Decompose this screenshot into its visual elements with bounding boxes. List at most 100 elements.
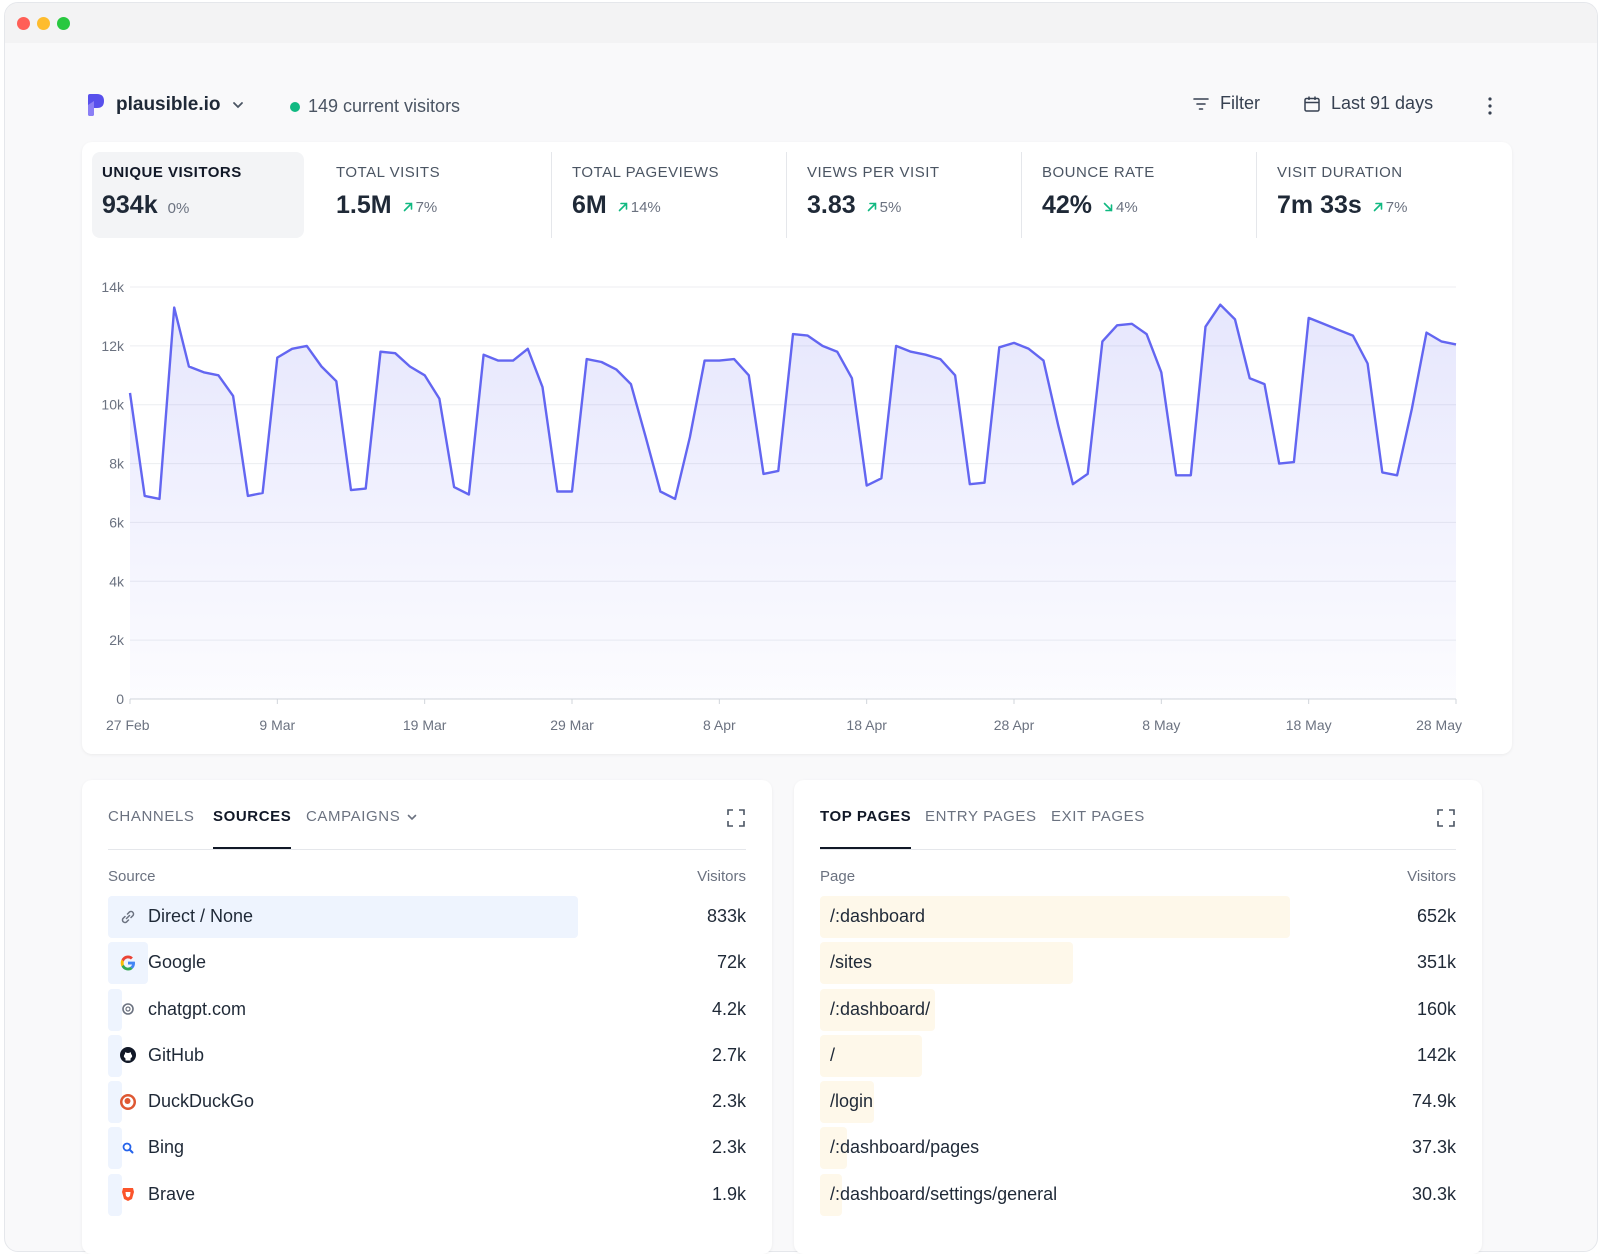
list-item[interactable]: Brave 1.9k [108, 1173, 746, 1216]
y-tick-label: 4k [109, 573, 125, 589]
expand-icon[interactable] [726, 808, 746, 828]
stat-change-value: 0% [167, 200, 190, 217]
x-tick-label: 9 Mar [259, 717, 295, 733]
stat-value: 42% [1042, 191, 1093, 219]
filter-icon [1193, 97, 1209, 110]
stat-total-pageviews[interactable]: TOTAL PAGEVIEWS 6M 14% [551, 152, 786, 238]
minimize-window-button[interactable] [37, 17, 50, 30]
brave-icon [118, 1184, 138, 1204]
list-item[interactable]: /:dashboard/pages 37.3k [820, 1127, 1456, 1170]
stat-row: 6M 14% [572, 191, 776, 220]
x-tick-label: 8 Apr [703, 717, 736, 733]
row-label: Google [118, 952, 206, 973]
chevron-down-icon [232, 102, 243, 109]
stat-label: UNIQUE VISITORS [102, 164, 242, 181]
list-item[interactable]: Direct / None 833k [108, 896, 746, 938]
maximize-window-button[interactable] [57, 17, 70, 30]
filter-label: Filter [1220, 93, 1260, 113]
filter-button[interactable]: Filter [1192, 93, 1260, 114]
stats-row: UNIQUE VISITORS 934k 0% TOTAL VISITS 1.5M 7% T… [92, 152, 1502, 238]
row-label-text: /sites [830, 952, 873, 973]
row-value: 652k [1416, 906, 1456, 926]
row-value: 30.3k [1411, 1183, 1456, 1204]
row-label-text: /:dashboard/settings/general [830, 1183, 1058, 1204]
row-value: 2.3k [711, 1091, 746, 1112]
list-item[interactable]: Google 72k [108, 942, 746, 985]
pages-tabs: TOP PAGES ENTRY PAGES EXIT PAGES [820, 780, 1456, 850]
row-label-text: /login [830, 1091, 874, 1112]
tab-entry-pages[interactable]: ENTRY PAGES [925, 808, 1037, 825]
more-options-icon[interactable] [1484, 95, 1496, 117]
x-tick-label: 18 Apr [846, 717, 887, 733]
tab-sources[interactable]: SOURCES [213, 808, 292, 849]
visitors-line-chart[interactable]: 0 2k 4k 6k 8k 10k 12k 14k 27 Feb 9 Mar 19 Mar 29 Ma… [82, 262, 1512, 742]
list-item[interactable]: chatgpt.com 4.2k [108, 988, 746, 1031]
sources-list: Direct / None 833k Google 72k chatgpt.com 4.2… [108, 896, 746, 1220]
arrow-up-icon [618, 202, 628, 212]
row-value: 142k [1416, 1044, 1456, 1065]
stat-change: 4% [1102, 199, 1138, 216]
expand-icon[interactable] [1436, 808, 1456, 828]
sources-tabs: CHANNELS SOURCES CAMPAIGNS [108, 780, 746, 850]
stat-change-value: 7% [1385, 198, 1408, 216]
visitors-area [130, 304, 1456, 699]
stat-total-visits[interactable]: TOTAL VISITS 1.5M 7% [316, 152, 551, 238]
stat-unique-visitors[interactable]: UNIQUE VISITORS 934k 0% [92, 152, 304, 238]
stat-change: 7% [1372, 198, 1408, 216]
y-tick-label: 0 [116, 691, 124, 707]
list-item[interactable]: /sites 351k [820, 942, 1456, 985]
row-value: 37.3k [1411, 1137, 1456, 1158]
sources-panel: CHANNELS SOURCES CAMPAIGNS Source Visito… [82, 780, 772, 1254]
list-item[interactable]: /:dashboard/160k [820, 988, 1456, 1031]
row-label-text: /:dashboard/ [830, 998, 931, 1019]
stat-change: 7% [402, 199, 437, 216]
tab-campaigns[interactable]: CAMPAIGNS [306, 808, 418, 847]
row-label-text: Google [148, 952, 207, 973]
row-label: Bing [118, 1137, 184, 1158]
stat-visit-duration[interactable]: VISIT DURATION 7m 33s 7% [1256, 152, 1491, 238]
value-bar [820, 1034, 923, 1077]
row-label: GitHub [118, 1045, 204, 1066]
row-label-text: /:dashboard/pages [830, 1137, 980, 1158]
row-label: Brave [118, 1184, 195, 1205]
main-graph-card: UNIQUE VISITORS 934k 0% TOTAL VISITS 1.5M 7% T… [82, 142, 1512, 754]
tab-exit-pages[interactable]: EXIT PAGES [1051, 808, 1145, 825]
row-value: 72k [716, 952, 746, 973]
calendar-icon [1304, 96, 1320, 112]
x-tick-label: 27 Feb [106, 717, 150, 733]
list-item[interactable]: GitHub 2.7k [108, 1034, 746, 1077]
row-label-text: chatgpt.com [148, 998, 247, 1019]
row-label-text: DuckDuckGo [148, 1091, 255, 1112]
close-window-button[interactable] [17, 17, 30, 30]
list-item[interactable]: /:dashboard/settings/general 30.3k [820, 1173, 1456, 1216]
google-icon [118, 953, 138, 973]
list-item[interactable]: Bing 2.3k [108, 1127, 746, 1170]
tab-top-pages[interactable]: TOP PAGES [820, 808, 912, 849]
row-label: DuckDuckGo [118, 1091, 254, 1112]
site-name: plausible.io [116, 94, 221, 115]
stat-views-per-visit[interactable]: VIEWS PER VISIT 3.83 5% [786, 152, 1021, 238]
list-item[interactable]: /:dashboard 652k [820, 896, 1456, 938]
stat-label: BOUNCE RATE [1042, 164, 1155, 181]
row-label-text: / [830, 1044, 836, 1065]
date-range-picker[interactable]: Last 91 days [1303, 93, 1433, 114]
stat-bounce-rate[interactable]: BOUNCE RATE 42% 4% [1021, 152, 1256, 238]
current-visitors[interactable]: 149 current visitors [290, 96, 460, 117]
row-value: 351k [1416, 952, 1456, 973]
stat-value: 6M [572, 191, 607, 219]
list-item[interactable]: / 142k [820, 1034, 1456, 1077]
y-tick-label: 6k [109, 514, 125, 530]
list-item[interactable]: /login 74.9k [820, 1081, 1456, 1124]
row-label: /login [830, 1091, 873, 1112]
stat-row: 42% 4% [1042, 191, 1246, 220]
x-tick-label: 19 Mar [403, 717, 447, 733]
tab-channels[interactable]: CHANNELS [108, 808, 195, 825]
pages-list: /:dashboard 652k/sites 351k /:dashboard/160… [820, 896, 1456, 1220]
arrow-up-icon [1373, 202, 1383, 212]
value-bar [108, 1034, 122, 1077]
site-switcher[interactable]: plausible.io [86, 93, 245, 117]
value-bar [820, 942, 1073, 985]
y-tick-label: 8k [109, 456, 125, 472]
stat-row: 7m 33s 7% [1277, 191, 1481, 220]
list-item[interactable]: DuckDuckGo 2.3k [108, 1081, 746, 1124]
